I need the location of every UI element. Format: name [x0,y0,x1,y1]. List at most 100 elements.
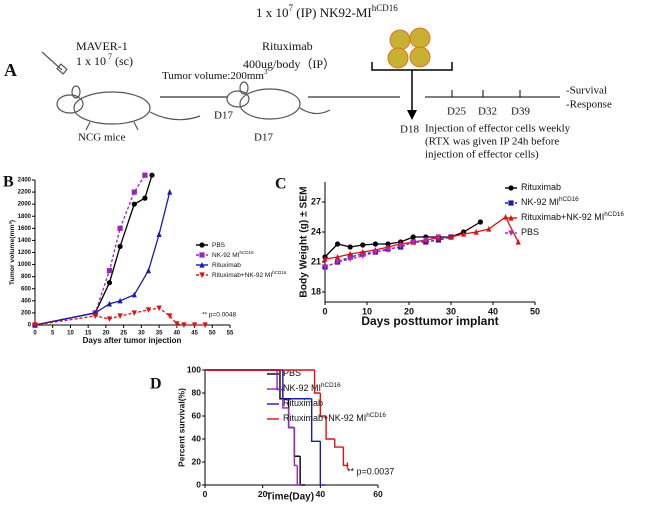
y-axis-label: Tumor volume(mm³) [9,220,16,285]
y-tick-label: 1600 [18,226,32,232]
x-tick-label: 50 [530,307,540,317]
marker [131,310,137,317]
legend-text: NK-92 MI [521,197,559,207]
x-tick-label: 20 [258,489,268,499]
legend-text: PBS [283,368,301,378]
y-tick-label: 18 [311,286,321,296]
legend-entry: PBS [212,242,226,249]
mouse-icon [41,51,201,131]
marker [347,250,353,257]
day-label: D39 [511,106,530,118]
marker [473,228,479,235]
legend-sup: hCD16 [239,250,254,255]
annotation: ** p=0.0037 [347,466,394,476]
panel-label: C [275,176,287,193]
y-tick-label: 20 [192,456,202,466]
legend-entry: NK-92 MIhCD16 [283,382,341,393]
legend-text: PBS [212,242,226,249]
day-label: D18 [400,124,419,136]
y-tick-label: 1800 [18,214,32,220]
marker [117,225,123,231]
legend-text: Rituximab [283,398,323,408]
survival-step [287,407,295,429]
y-tick-label: 1400 [18,238,32,244]
legend-entry: Rituximab [212,262,241,269]
marker [477,219,483,225]
x-tick-label: 0 [322,307,327,317]
chart: B 0 5 10 15 20 25 30 35 40 45 50 55 0 200 400 600 800 1000… [3,172,287,345]
x-tick-label: 45 [191,330,198,336]
marker [398,243,404,250]
marker [322,255,328,262]
bracket [371,62,453,112]
marker [199,252,205,258]
marker [145,267,152,274]
dose-label: 1 x 107 (IP) NK92-MIhCD16 [256,3,398,20]
x-tick-label: 0 [33,330,37,336]
x-tick-label: 20 [404,307,414,317]
mice-label: NCG mice [78,132,125,144]
marker [167,313,173,320]
legend-text: Rituximab [212,262,241,269]
x-tick-label: 30 [446,307,456,317]
legend-entry: NK-92 MIhCD16 [521,196,579,207]
drug-label: Rituximab [262,39,313,53]
marker [372,249,378,256]
legend-entry: PBS [283,368,301,378]
legend-sup: hCD16 [272,270,287,275]
text: 1 x 10 [256,5,289,20]
y-tick-label: 60 [192,410,202,420]
text: (IP) NK92-MI [293,5,372,20]
marker [167,188,173,195]
marker [117,313,123,320]
y-tick-label: 200 [21,310,32,316]
y-tick-label: 0 [28,323,32,329]
legend-text: PBS [521,227,539,237]
marker [106,300,113,307]
x-tick-label: 50 [209,330,216,336]
survival-step [299,456,306,486]
marker [117,297,123,304]
marker [106,280,113,286]
marker [410,234,416,240]
x-tick-label: 25 [120,330,127,336]
marker [508,200,514,206]
drug-dose: 400ug/body（IP） [243,57,335,71]
outcome: -Survival [566,85,607,97]
marker [508,214,514,221]
marker [149,172,155,178]
x-tick-label: 20 [103,330,110,336]
marker [156,305,162,312]
y-tick-label: 40 [192,433,202,443]
day-label: D17 [214,110,233,122]
y-tick-label: 1200 [18,250,32,256]
text: Tumor volume:200mm [162,70,264,82]
x-tick-label: 10 [67,330,74,336]
day-label: D25 [447,106,466,118]
outcome: -Response [566,99,612,111]
legend-entry: Rituximab [521,182,561,192]
series-line [324,221,481,258]
survival-step [293,427,298,467]
dose-sc: 1 x 10 7 (sc) [76,52,133,67]
marker [106,268,113,274]
survival-step [293,427,301,457]
marker [335,241,341,247]
x-tick-label: 40 [316,489,326,499]
legend-entry: Rituximab [283,398,323,408]
marker [503,213,509,220]
x-tick-label: 10 [362,307,372,317]
marker [131,201,137,207]
note: Injection of effector cells weekly [425,123,571,135]
survival-step [342,447,349,469]
marker [385,247,391,254]
note: injection of effector cells) [425,149,539,161]
marker [106,316,113,323]
day-label: D32 [478,106,497,118]
marker [142,195,148,201]
y-tick-label: 2200 [18,190,32,196]
marker [372,241,378,247]
marker [347,256,353,263]
legend-text: Rituximab+NK-92 MI [283,413,366,423]
legend-sup: hCD16 [366,412,386,419]
